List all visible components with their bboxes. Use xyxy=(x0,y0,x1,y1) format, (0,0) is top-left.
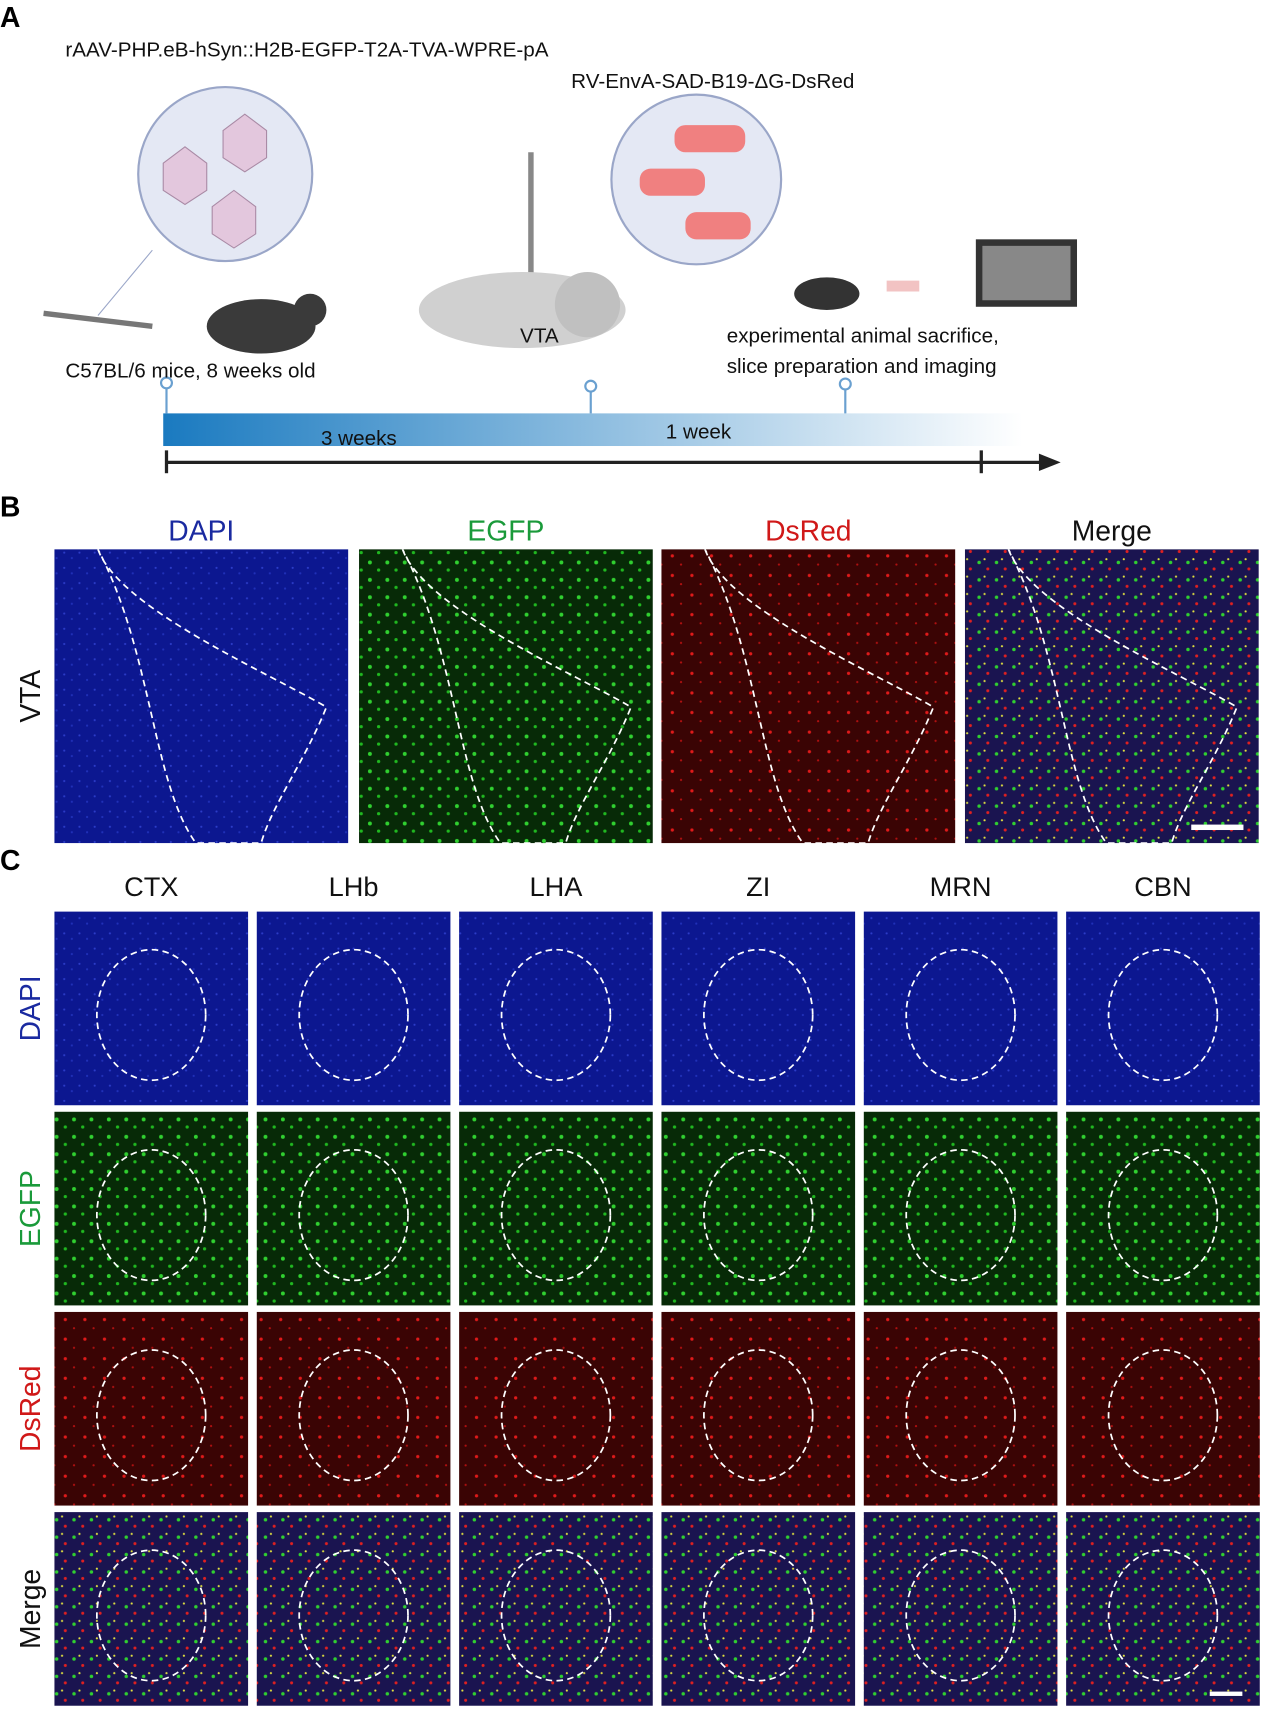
rv-label: RV-EnvA-SAD-B19-ΔG-DsRed xyxy=(571,70,854,93)
region-outline xyxy=(95,1349,207,1482)
micrograph xyxy=(863,1311,1058,1506)
micrograph xyxy=(1066,911,1260,1106)
column-header: LHb xyxy=(329,871,379,902)
micrograph xyxy=(1066,1512,1260,1706)
region-outline xyxy=(500,1349,612,1482)
micrograph xyxy=(256,1111,451,1306)
region-outline xyxy=(905,1148,1016,1282)
micrograph xyxy=(459,1311,653,1506)
region-outline xyxy=(95,1549,207,1682)
micrograph xyxy=(459,1111,653,1306)
region-outline xyxy=(500,1549,612,1682)
region-outline xyxy=(905,1349,1016,1482)
aav-label: rAAV-PHP.eB-hSyn::H2B-EGFP-T2A-TVA-WPRE-… xyxy=(65,39,548,62)
region-outline xyxy=(704,548,935,844)
column-header: DAPI xyxy=(168,515,234,547)
micrograph xyxy=(964,549,1259,844)
row-label: EGFP xyxy=(14,1170,46,1247)
region-outline xyxy=(905,948,1016,1082)
region-outline xyxy=(703,1148,814,1282)
column-header: MRN xyxy=(930,871,992,902)
micrograph xyxy=(54,1512,249,1706)
region-outline xyxy=(1107,1549,1219,1682)
region-outline xyxy=(95,1148,207,1282)
region-outline xyxy=(298,1349,409,1482)
column-header: ZI xyxy=(746,871,770,902)
scale-bar xyxy=(1191,824,1244,831)
region-outline xyxy=(500,1148,612,1282)
region-outline xyxy=(1007,548,1239,844)
row-label: VTA xyxy=(14,670,46,723)
region-outline xyxy=(703,948,814,1082)
panel-label: B xyxy=(0,491,20,523)
micrograph xyxy=(863,911,1058,1106)
region-outline xyxy=(1107,948,1219,1082)
column-header: DsRed xyxy=(765,515,851,547)
column-header: CBN xyxy=(1134,871,1191,902)
panel-label: A xyxy=(0,1,20,33)
mice-label: C57BL/6 mice, 8 weeks old xyxy=(65,359,315,382)
period-label: 3 weeks xyxy=(321,427,397,450)
region-outline xyxy=(905,1549,1016,1682)
column-header: Merge xyxy=(1072,515,1152,547)
row-label: Merge xyxy=(14,1569,46,1649)
micrograph xyxy=(1066,1111,1260,1306)
micrograph xyxy=(459,1512,653,1706)
region-outline xyxy=(1107,1349,1219,1482)
region-outline xyxy=(298,1148,409,1282)
micrograph xyxy=(256,911,451,1106)
micrograph xyxy=(661,549,956,844)
micrograph xyxy=(661,1311,856,1506)
micrograph xyxy=(459,911,653,1106)
micrograph xyxy=(359,549,653,844)
region-outline xyxy=(500,948,612,1082)
micrograph xyxy=(256,1311,451,1506)
column-header: LHA xyxy=(529,871,583,902)
row-label: DAPI xyxy=(14,975,46,1041)
column-header: EGFP xyxy=(467,515,544,547)
micrograph xyxy=(1066,1311,1260,1506)
step-label: experimental animal sacrifice, xyxy=(727,325,999,348)
micrograph xyxy=(661,1512,856,1706)
micrograph xyxy=(661,1111,856,1306)
period-label: 1 week xyxy=(666,420,732,443)
micrograph xyxy=(661,911,856,1106)
row-label: DsRed xyxy=(14,1366,46,1452)
region-outline xyxy=(95,948,207,1082)
micrograph xyxy=(54,1111,249,1306)
micrograph xyxy=(54,1311,249,1506)
region-outline xyxy=(1107,1148,1219,1282)
micrograph xyxy=(863,1512,1058,1706)
scale-bar xyxy=(1209,1691,1243,1696)
micrograph xyxy=(863,1111,1058,1306)
region-outline xyxy=(401,548,633,844)
illustration xyxy=(43,85,1078,474)
micrograph xyxy=(54,911,249,1106)
region-outline xyxy=(298,1549,409,1682)
region-outline xyxy=(298,948,409,1082)
micrograph xyxy=(256,1512,451,1706)
panel-label: C xyxy=(0,844,20,876)
vta-label: VTA xyxy=(520,325,559,348)
region-outline xyxy=(97,548,328,844)
micrograph xyxy=(54,549,349,844)
column-header: CTX xyxy=(124,871,178,902)
region-outline xyxy=(703,1549,814,1682)
step-label: slice preparation and imaging xyxy=(727,355,997,378)
region-outline xyxy=(703,1349,814,1482)
